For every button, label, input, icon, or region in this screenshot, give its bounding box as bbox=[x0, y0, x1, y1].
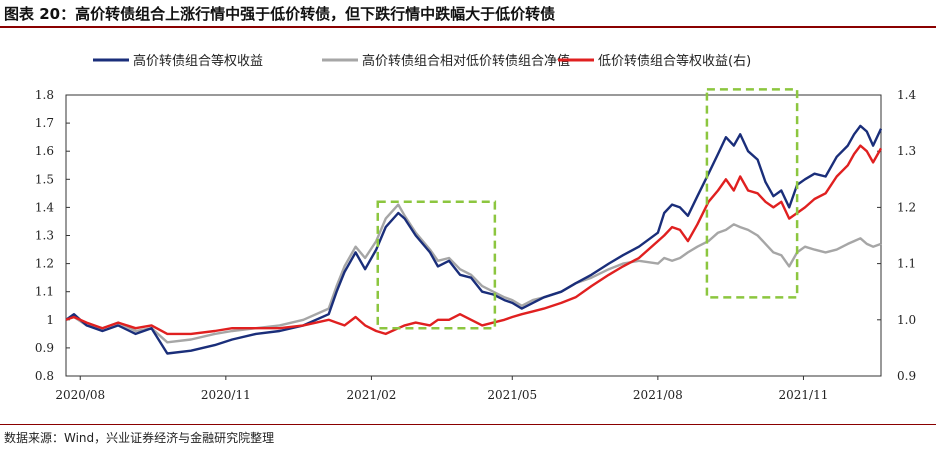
y-left-tick-label: 1.6 bbox=[35, 144, 54, 158]
y-left-tick-label: 1.8 bbox=[35, 88, 54, 102]
chart-title: 图表 20：高价转债组合上涨行情中强于低价转债，但下跌行情中跌幅大于低价转债 bbox=[4, 5, 556, 23]
y-left-tick-label: 1.7 bbox=[35, 116, 54, 130]
legend-item-high-price-label: 高价转债组合等权收益 bbox=[133, 53, 263, 69]
legend: 高价转债组合等权收益 高价转债组合相对低价转债组合净值 低价转债组合等权收益(右) bbox=[93, 53, 751, 69]
series-lines bbox=[65, 124, 883, 355]
y-left-tick-label: 1.3 bbox=[35, 229, 54, 243]
y-axis-left: 0.8 0.9 1 1.1 1.2 1.3 1.4 1.5 1.6 1.7 1.8 bbox=[35, 88, 70, 383]
y-left-tick-label: 0.8 bbox=[35, 369, 54, 383]
y-left-tick-label: 1.5 bbox=[35, 172, 54, 186]
y-left-tick-label: 1.2 bbox=[35, 257, 54, 271]
x-tick-label: 2021/02 bbox=[346, 388, 396, 402]
y-left-tick-label: 1.4 bbox=[35, 200, 54, 214]
y-right-tick-label: 0.9 bbox=[897, 369, 916, 383]
y-left-tick-label: 1 bbox=[46, 313, 54, 327]
y-right-tick-label: 1.1 bbox=[897, 257, 916, 271]
highlight-box-2 bbox=[705, 88, 799, 299]
x-tick-label: 2020/11 bbox=[201, 388, 251, 402]
series-line-low-price bbox=[65, 144, 883, 336]
footer-rule bbox=[0, 424, 936, 425]
series-line-relative-nav bbox=[65, 203, 882, 344]
y-left-tick-label: 0.9 bbox=[35, 341, 54, 355]
y-right-tick-label: 1.4 bbox=[897, 88, 916, 102]
x-tick-label: 2021/05 bbox=[487, 388, 537, 402]
y-right-tick-label: 1.2 bbox=[897, 200, 916, 214]
legend-item-low-price-label: 低价转债组合等权收益(右) bbox=[598, 53, 751, 69]
x-tick-label: 2021/08 bbox=[633, 388, 683, 402]
highlight-box-1 bbox=[376, 200, 497, 330]
source-note: 数据来源：Wind，兴业证券经济与金融研究院整理 bbox=[4, 431, 275, 445]
y-left-tick-label: 1.1 bbox=[35, 285, 54, 299]
legend-item-relative-nav-label: 高价转债组合相对低价转债组合净值 bbox=[362, 53, 570, 69]
highlight-boxes bbox=[376, 88, 799, 330]
title-rule bbox=[0, 26, 936, 28]
x-tick-label: 2021/11 bbox=[779, 388, 829, 402]
x-tick-label: 2020/08 bbox=[55, 388, 105, 402]
y-right-tick-label: 1.3 bbox=[897, 144, 916, 158]
series-line-high-price bbox=[65, 124, 883, 355]
y-right-tick-label: 1.0 bbox=[897, 313, 916, 327]
x-axis: 2020/08 2020/11 2021/02 2021/05 2021/08 2021/… bbox=[55, 376, 828, 402]
y-axis-right: 0.9 1.0 1.1 1.2 1.3 1.4 bbox=[877, 88, 916, 383]
